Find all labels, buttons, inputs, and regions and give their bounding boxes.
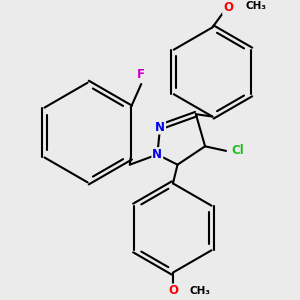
Text: O: O (168, 284, 178, 297)
Text: F: F (137, 68, 145, 81)
Text: O: O (223, 1, 233, 14)
Text: CH₃: CH₃ (190, 286, 211, 296)
Text: N: N (155, 121, 165, 134)
Text: Cl: Cl (232, 144, 244, 158)
Text: N: N (152, 148, 162, 161)
Text: CH₃: CH₃ (245, 2, 266, 11)
